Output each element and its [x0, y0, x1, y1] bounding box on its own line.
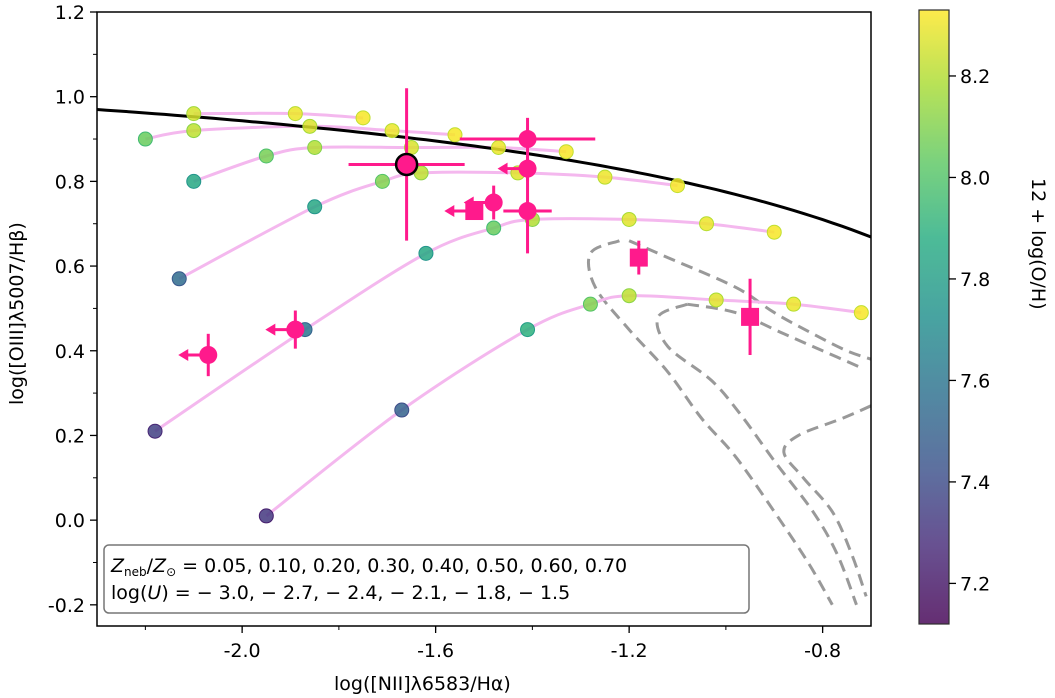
model-point	[147, 423, 163, 439]
observation-circle	[199, 345, 218, 364]
colorbar-tick-label: 7.2	[960, 573, 990, 595]
colorbar-ticks: 7.2 7.4 7.6 7.8 8.0 8.2	[949, 66, 990, 595]
model-point	[708, 292, 724, 308]
model-point	[597, 169, 613, 185]
upper-limit-arrowhead	[497, 162, 508, 175]
colorbar-label: 12 + log(O/H)	[1027, 178, 1049, 310]
y-axis-label: log([OIII]λ5007/Hβ)	[6, 222, 28, 405]
model-point	[307, 199, 323, 215]
model-point	[491, 140, 507, 156]
observation	[629, 240, 648, 275]
model-track	[154, 217, 775, 433]
y-tick-label: 0.2	[55, 425, 85, 447]
observation	[265, 310, 305, 349]
observation	[444, 202, 484, 221]
model-track	[178, 170, 678, 281]
observation-circle	[518, 130, 537, 149]
model-point	[582, 296, 598, 312]
model-point	[447, 127, 463, 143]
colorbar-tick-label: 8.0	[960, 167, 990, 189]
model-point	[520, 322, 536, 338]
observation-circle	[518, 202, 537, 221]
y-tick-label: 1.0	[55, 87, 85, 109]
model-point	[287, 106, 303, 122]
colorbar-tick-label: 7.6	[960, 370, 990, 392]
model-point	[418, 245, 434, 261]
observation-square	[741, 307, 760, 326]
y-tick-label: -0.2	[48, 595, 85, 617]
y-tick-label: 0.6	[55, 256, 85, 278]
density-contour	[586, 239, 834, 606]
upper-limit-arrowhead	[178, 348, 189, 361]
plot-frame	[96, 11, 872, 627]
legend-box: Zneb/Z⊙ = 0.05, 0.10, 0.20, 0.30, 0.40, …	[103, 544, 750, 614]
density-contour	[628, 239, 871, 361]
model-point	[258, 148, 274, 164]
model-point	[558, 144, 574, 160]
observation	[503, 160, 552, 254]
model-points-layer	[137, 106, 869, 524]
y-tick-label: 0.0	[55, 510, 85, 532]
model-point	[302, 118, 318, 134]
density-contour	[655, 302, 858, 606]
observation	[178, 333, 218, 377]
model-point	[853, 305, 869, 321]
density-contour	[782, 404, 871, 597]
observation-circle	[286, 320, 305, 339]
model-point	[171, 271, 187, 287]
model-point	[186, 106, 202, 122]
observation-highlight	[394, 152, 419, 177]
observation-circle	[484, 193, 503, 212]
model-point	[186, 173, 202, 189]
model-point	[670, 178, 685, 194]
model-point	[766, 224, 782, 240]
model-track	[265, 294, 862, 518]
model-point	[621, 211, 637, 227]
observation	[348, 88, 465, 241]
colorbar-gradient	[918, 9, 950, 625]
model-track	[193, 111, 364, 120]
model-point	[307, 140, 323, 156]
y-axis: -0.2 0.0 0.2 0.4 0.6 0.8 1.0 1.2	[48, 2, 97, 617]
colorbar: 7.2 7.4 7.6 7.8 8.0 8.2 12 + log(O/H)	[918, 9, 1049, 625]
demarcation-curve	[97, 108, 871, 239]
colorbar-tick-label: 7.4	[960, 472, 990, 494]
model-point	[786, 296, 802, 312]
model-point	[394, 402, 410, 418]
colorbar-tick-label: 7.8	[960, 269, 990, 291]
observation-square	[629, 248, 648, 267]
legend-line-2: log(U) = − 3.0, − 2.7, − 2.4, − 2.1, − 1…	[111, 582, 570, 604]
observations-layer	[178, 88, 760, 377]
model-point	[137, 131, 153, 147]
legend-frame	[103, 544, 750, 614]
x-tick-label: -1.2	[611, 640, 648, 662]
y-tick-label: 0.4	[55, 341, 85, 363]
x-tick-label: -1.6	[417, 640, 454, 662]
model-point	[374, 173, 390, 189]
observation	[741, 278, 760, 355]
observation	[459, 117, 596, 161]
upper-limit-arrowhead	[444, 205, 455, 218]
model-point	[258, 508, 274, 524]
x-tick-label: -0.8	[804, 640, 841, 662]
x-axis-label: log([NII]λ6583/Hα)	[334, 673, 511, 695]
density-contour	[686, 302, 862, 370]
model-point	[699, 216, 715, 232]
contour-layer	[586, 239, 871, 606]
model-point	[486, 220, 502, 236]
x-axis: -2.0 -1.6 -1.2 -0.8	[144, 626, 841, 662]
y-tick-label: 0.8	[55, 171, 85, 193]
model-point	[186, 123, 202, 139]
upper-limit-arrowhead	[265, 323, 276, 336]
x-tick-label: -2.0	[224, 640, 261, 662]
observation-square	[465, 202, 484, 221]
y-tick-label: 1.2	[55, 2, 85, 24]
colorbar-tick-label: 8.2	[960, 66, 990, 88]
model-point	[355, 110, 371, 126]
demarcation-layer	[97, 108, 871, 239]
model-point	[621, 288, 637, 304]
legend-line-1: Zneb/Z⊙ = 0.05, 0.10, 0.20, 0.30, 0.40, …	[110, 555, 627, 579]
model-point	[384, 123, 400, 139]
